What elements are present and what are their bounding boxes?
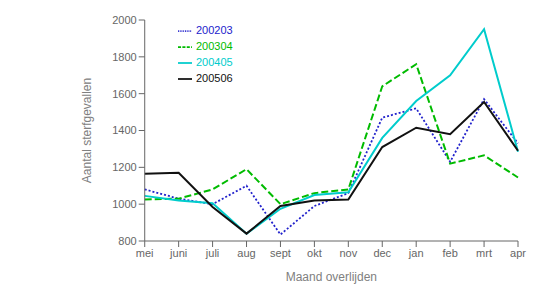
svg-text:juni: juni [169,247,187,259]
svg-text:2000: 2000 [112,14,136,26]
svg-text:1600: 1600 [112,88,136,100]
svg-text:1400: 1400 [112,124,136,136]
svg-text:aug: aug [237,247,255,259]
svg-text:okt: okt [307,247,322,259]
svg-text:1800: 1800 [112,51,136,63]
html-text:200304: 200304 [196,40,233,53]
svg-text:Maand overlijden: Maand overlijden [286,270,377,284]
svg-text:1200: 1200 [112,161,136,173]
svg-text:feb: feb [442,247,457,259]
html-text:200506: 200506 [196,72,233,85]
svg-text:juli: juli [205,247,219,259]
svg-text:mei: mei [136,247,154,259]
svg-text:800: 800 [118,235,136,247]
svg-text:apr: apr [510,247,526,259]
svg-text:sept: sept [270,247,291,259]
svg-text:dec: dec [373,247,391,259]
html-text:200405: 200405 [196,56,233,69]
svg-text:mrt: mrt [476,247,492,259]
svg-text:Aantal sterfgevallen: Aantal sterfgevallen [80,78,94,183]
svg-text:nov: nov [339,247,357,259]
svg-text:1000: 1000 [112,198,136,210]
html-text:200203: 200203 [196,24,233,36]
svg-text:jan: jan [408,247,424,259]
